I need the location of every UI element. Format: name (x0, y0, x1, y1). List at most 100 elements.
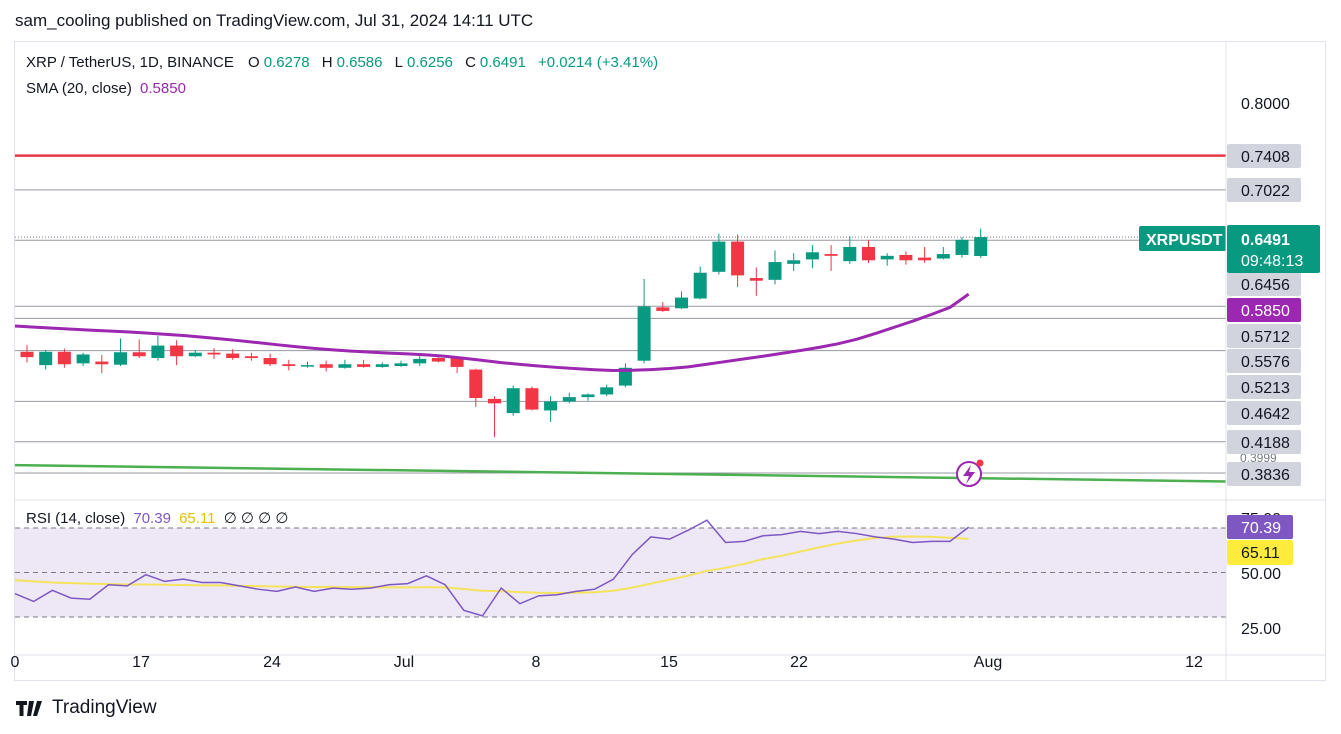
candle-body (787, 260, 801, 264)
lightning-bolt-icon (963, 465, 975, 484)
candle-body (282, 364, 296, 367)
last-price-label: 0.6491 (1241, 232, 1290, 249)
candle-body (226, 353, 240, 359)
last-price-tag (1227, 225, 1320, 273)
candle-body (319, 364, 333, 368)
candle-body (824, 254, 838, 256)
rsi-value-tag-label: 70.39 (1241, 520, 1281, 537)
candle-body (656, 307, 670, 311)
candle-body (880, 255, 894, 260)
candle-body (207, 352, 221, 355)
level-price-tag (1227, 144, 1301, 168)
rsi-label[interactable]: RSI (14, close) (26, 510, 126, 527)
published-header: sam_cooling published on TradingView.com… (15, 11, 534, 30)
candle-body (263, 358, 277, 365)
candle-body (544, 401, 558, 411)
time-axis-label: Jul (394, 654, 414, 671)
price-axis-label: 0.5712 (1241, 329, 1290, 346)
candle-body (132, 352, 146, 357)
candle-body (749, 278, 763, 281)
candle-body (76, 354, 90, 364)
symbol-label[interactable]: XRP / TetherUS, 1D, BINANCE (26, 54, 234, 71)
level-price-tag (1227, 430, 1301, 454)
price-axis-label: 0.3836 (1241, 467, 1290, 484)
candle-body (488, 398, 501, 404)
candle-body (562, 397, 576, 402)
time-axis-label: 8 (532, 654, 541, 671)
candle-body (20, 351, 34, 358)
candle-body (188, 352, 202, 357)
price-axis-label: 0.6456 (1241, 277, 1290, 294)
support-trendline (14, 463, 1227, 483)
close-label: C (465, 54, 476, 71)
symbol-tag-label: XRPUSDT (1146, 232, 1223, 249)
candle-body (394, 363, 408, 367)
candle-body (918, 257, 932, 261)
candle-body (469, 369, 483, 399)
candle-body (862, 246, 875, 261)
notification-dot-icon (976, 459, 984, 467)
candle-body (712, 241, 726, 272)
open-value: 0.6278 (263, 54, 310, 71)
candle-body (955, 239, 969, 255)
time-axis-label: 22 (790, 654, 808, 671)
sma-label[interactable]: SMA (20, close) (26, 80, 132, 97)
rsi-ma-value: 65.11 (179, 510, 216, 527)
tradingview-footer[interactable]: TradingView (16, 697, 157, 719)
price-axis-label: 0.8000 (1241, 96, 1290, 113)
level-price-tag (1227, 349, 1301, 373)
candle-body (170, 345, 184, 357)
candle-body (675, 297, 688, 309)
rsi-legend: RSI (14, close) 70.39 65.11 ∅ ∅ ∅ ∅ (26, 509, 292, 527)
level-price-tag (1227, 375, 1301, 399)
rsi-axis-label: 50.00 (1241, 566, 1281, 583)
candle-body (618, 367, 632, 386)
time-axis-label: 17 (132, 654, 150, 671)
candle-body (936, 254, 950, 259)
candle-body (843, 246, 857, 262)
rsi-line (14, 519, 970, 617)
candle-body (974, 237, 988, 257)
candle-body (805, 252, 819, 260)
ohlc-legend: XRP / TetherUS, 1D, BINANCE O 0.6278 H 0.6… (26, 54, 662, 71)
candle-body (506, 388, 520, 414)
candle-body (375, 364, 389, 367)
candle-body (581, 394, 595, 398)
price-axis-label: 0.7022 (1241, 183, 1290, 200)
candle-body (431, 358, 445, 362)
candle-body (95, 361, 109, 365)
candle-body (244, 356, 258, 359)
price-axis-label: 0.5213 (1241, 380, 1290, 397)
price-axis-label: 0.7408 (1241, 149, 1290, 166)
candle-body (600, 387, 614, 395)
rsi-value: 70.39 (133, 510, 171, 527)
time-axis-label: 0 (11, 654, 20, 671)
candle-body (525, 388, 539, 410)
rsi-axis-label: 25.00 (1241, 621, 1281, 638)
candle-body (114, 352, 127, 365)
countdown-label: 09:48:13 (1241, 253, 1303, 270)
symbol-tag (1139, 226, 1226, 251)
low-value: 0.6256 (407, 54, 453, 71)
price-label-hidden: 0.3999 (1240, 451, 1277, 465)
candle-body (693, 272, 707, 299)
candle-body (151, 345, 165, 359)
candle-body (413, 358, 427, 364)
change-value: +0.0214 (+3.41%) (537, 54, 659, 71)
candle-body (57, 351, 71, 365)
rsi-ma-line (14, 535, 969, 594)
sma-value: 0.5850 (140, 80, 186, 97)
candle-body (637, 306, 651, 361)
sma-price-tag (1227, 298, 1301, 322)
level-price-tag (1227, 272, 1301, 296)
candle-body (357, 364, 371, 367)
candle-body (39, 351, 53, 366)
rsi-empty-values: ∅ ∅ ∅ ∅ (223, 510, 289, 527)
price-axis-label: 0.4642 (1241, 406, 1290, 423)
candle-body (301, 365, 314, 367)
price-axis-label: 0.4188 (1241, 435, 1290, 452)
rsi-ma-value-tag (1227, 540, 1293, 565)
level-price-tag (1227, 178, 1301, 202)
high-label: H (321, 54, 333, 71)
